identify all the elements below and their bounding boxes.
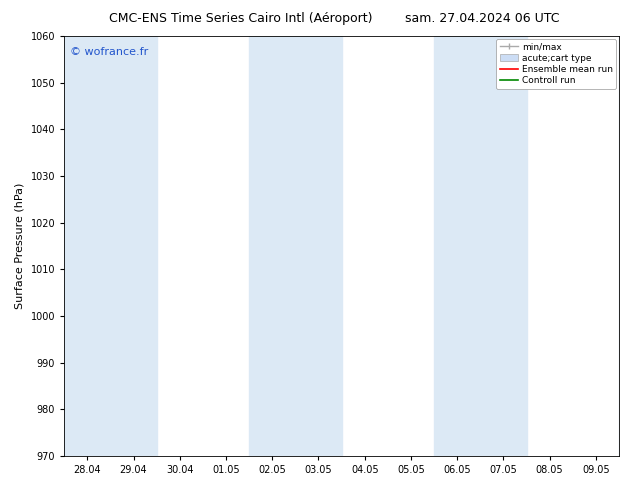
Text: © wofrance.fr: © wofrance.fr — [70, 47, 148, 57]
Bar — [64, 36, 157, 456]
Bar — [619, 36, 634, 456]
Text: CMC-ENS Time Series Cairo Intl (Aéroport): CMC-ENS Time Series Cairo Intl (Aéroport… — [109, 12, 373, 25]
Y-axis label: Surface Pressure (hPa): Surface Pressure (hPa) — [15, 183, 25, 309]
Bar — [434, 36, 526, 456]
Legend: min/max, acute;cart type, Ensemble mean run, Controll run: min/max, acute;cart type, Ensemble mean … — [496, 39, 616, 89]
Text: sam. 27.04.2024 06 UTC: sam. 27.04.2024 06 UTC — [404, 12, 559, 25]
Bar — [249, 36, 342, 456]
